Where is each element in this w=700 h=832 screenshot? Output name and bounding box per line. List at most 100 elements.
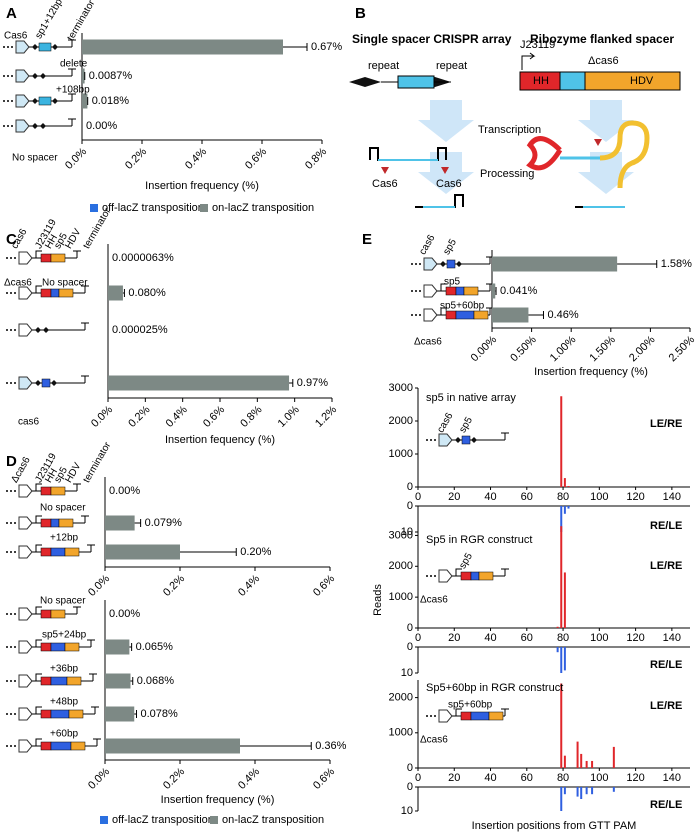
construct-label: +108bp bbox=[56, 85, 90, 96]
repeat bbox=[455, 437, 461, 443]
ellipsis-dot bbox=[11, 75, 13, 77]
x-tick-label: 0.0% bbox=[89, 404, 115, 430]
x-tick-label: 1.50% bbox=[587, 334, 618, 365]
hh-box bbox=[40, 609, 52, 619]
y-tick-label: 2000 bbox=[389, 692, 413, 704]
promoter bbox=[35, 706, 42, 714]
construct-label: +12bp bbox=[50, 533, 79, 544]
series-label: LE/RE bbox=[650, 560, 682, 572]
promoter bbox=[35, 515, 42, 523]
value-label: 0.00% bbox=[109, 485, 140, 497]
hh-box bbox=[460, 711, 472, 721]
terminator bbox=[81, 285, 89, 293]
repeat bbox=[471, 437, 477, 443]
terminator bbox=[87, 639, 95, 647]
hdv-box bbox=[478, 571, 494, 581]
cas6-gene bbox=[18, 251, 33, 265]
construct-label: sp1+12bp bbox=[33, 0, 65, 41]
construct-label: Δcas6 bbox=[420, 595, 448, 606]
x-axis-label: Insertion frequency (%) bbox=[534, 366, 648, 378]
ellipsis-dot bbox=[11, 100, 13, 102]
ellipsis-dot bbox=[6, 551, 8, 553]
hdv-box bbox=[584, 71, 681, 91]
hdv-box bbox=[64, 547, 80, 557]
y2-tick-label: 10 bbox=[401, 667, 413, 679]
hh-box bbox=[40, 642, 52, 652]
terminator bbox=[81, 375, 89, 383]
ellipsis-dot bbox=[14, 522, 16, 524]
cas6-gene bbox=[438, 709, 453, 723]
chart-title: sp5 in native array bbox=[426, 392, 516, 404]
legend-label: on-lacZ transposition bbox=[222, 814, 324, 826]
x-tick-label: 1.00% bbox=[548, 334, 579, 365]
ellipsis-dot bbox=[14, 329, 16, 331]
bar bbox=[556, 647, 559, 653]
panel-label: D bbox=[6, 453, 17, 470]
ellipsis-dot bbox=[434, 575, 436, 577]
bar bbox=[585, 787, 588, 795]
cas6-gene bbox=[18, 545, 33, 559]
bar bbox=[563, 572, 566, 628]
x-tick-label: 0 bbox=[415, 632, 421, 644]
spacer-box bbox=[455, 310, 475, 320]
construct-label: sp5 bbox=[457, 551, 475, 571]
bar bbox=[612, 746, 615, 768]
promoter bbox=[35, 606, 42, 614]
x-tick-label: 20 bbox=[448, 632, 460, 644]
bar bbox=[580, 787, 583, 799]
bar bbox=[105, 706, 135, 722]
promoter bbox=[35, 544, 42, 552]
chart-title: Sp5+60bp in RGR construct bbox=[426, 682, 563, 694]
x-tick-label: 140 bbox=[663, 772, 681, 784]
bar bbox=[560, 683, 563, 768]
spacer-box bbox=[470, 711, 490, 721]
terminator bbox=[501, 568, 509, 576]
value-label: 0.0000063% bbox=[112, 252, 174, 264]
hdv-box bbox=[488, 711, 504, 721]
value-label: 0.46% bbox=[547, 309, 578, 321]
spacer-box bbox=[50, 547, 66, 557]
repeat bbox=[43, 327, 49, 333]
x-tick-label: 0.4% bbox=[183, 146, 209, 172]
ellipsis-dot bbox=[415, 314, 417, 316]
ellipsis-dot bbox=[14, 551, 16, 553]
hdv-ribozyme bbox=[599, 120, 650, 189]
spacer-box bbox=[50, 741, 72, 751]
repeat bbox=[35, 380, 41, 386]
ellipsis-dot bbox=[14, 680, 16, 682]
bar bbox=[492, 256, 618, 272]
hdv-box bbox=[66, 676, 82, 686]
ellipsis-dot bbox=[6, 680, 8, 682]
ellipsis-dot bbox=[411, 290, 413, 292]
ellipsis-dot bbox=[426, 575, 428, 577]
hh-box bbox=[445, 310, 457, 320]
x-tick-label: 0.4% bbox=[236, 573, 262, 599]
hdv-box bbox=[50, 609, 66, 619]
bar bbox=[591, 760, 594, 768]
hh-box bbox=[40, 709, 52, 719]
ellipsis-dot bbox=[14, 745, 16, 747]
hh-box bbox=[40, 547, 52, 557]
ellipsis-dot bbox=[430, 575, 432, 577]
bar bbox=[591, 787, 594, 795]
value-label: 0.67% bbox=[311, 41, 342, 53]
x-tick-label: 60 bbox=[521, 772, 533, 784]
construct-label: HDV bbox=[63, 227, 83, 251]
bar bbox=[560, 396, 563, 487]
value-label: 0.041% bbox=[500, 285, 538, 297]
construct-label: terminator bbox=[81, 440, 113, 485]
bar bbox=[567, 486, 570, 487]
y-tick-label: 0 bbox=[407, 622, 413, 634]
x-tick-label: 20 bbox=[448, 491, 460, 503]
bar bbox=[563, 755, 566, 768]
ellipsis-dot bbox=[6, 745, 8, 747]
construct-label: sp5 bbox=[444, 277, 461, 288]
ellipsis-dot bbox=[7, 125, 9, 127]
diagram-title: Single spacer CRISPR array bbox=[352, 32, 512, 46]
y-tick-label: 1000 bbox=[389, 591, 413, 603]
cas6-gene bbox=[18, 607, 33, 621]
bar bbox=[82, 39, 283, 55]
value-label: 0.000025% bbox=[112, 324, 168, 336]
x-tick-label: 80 bbox=[557, 632, 569, 644]
